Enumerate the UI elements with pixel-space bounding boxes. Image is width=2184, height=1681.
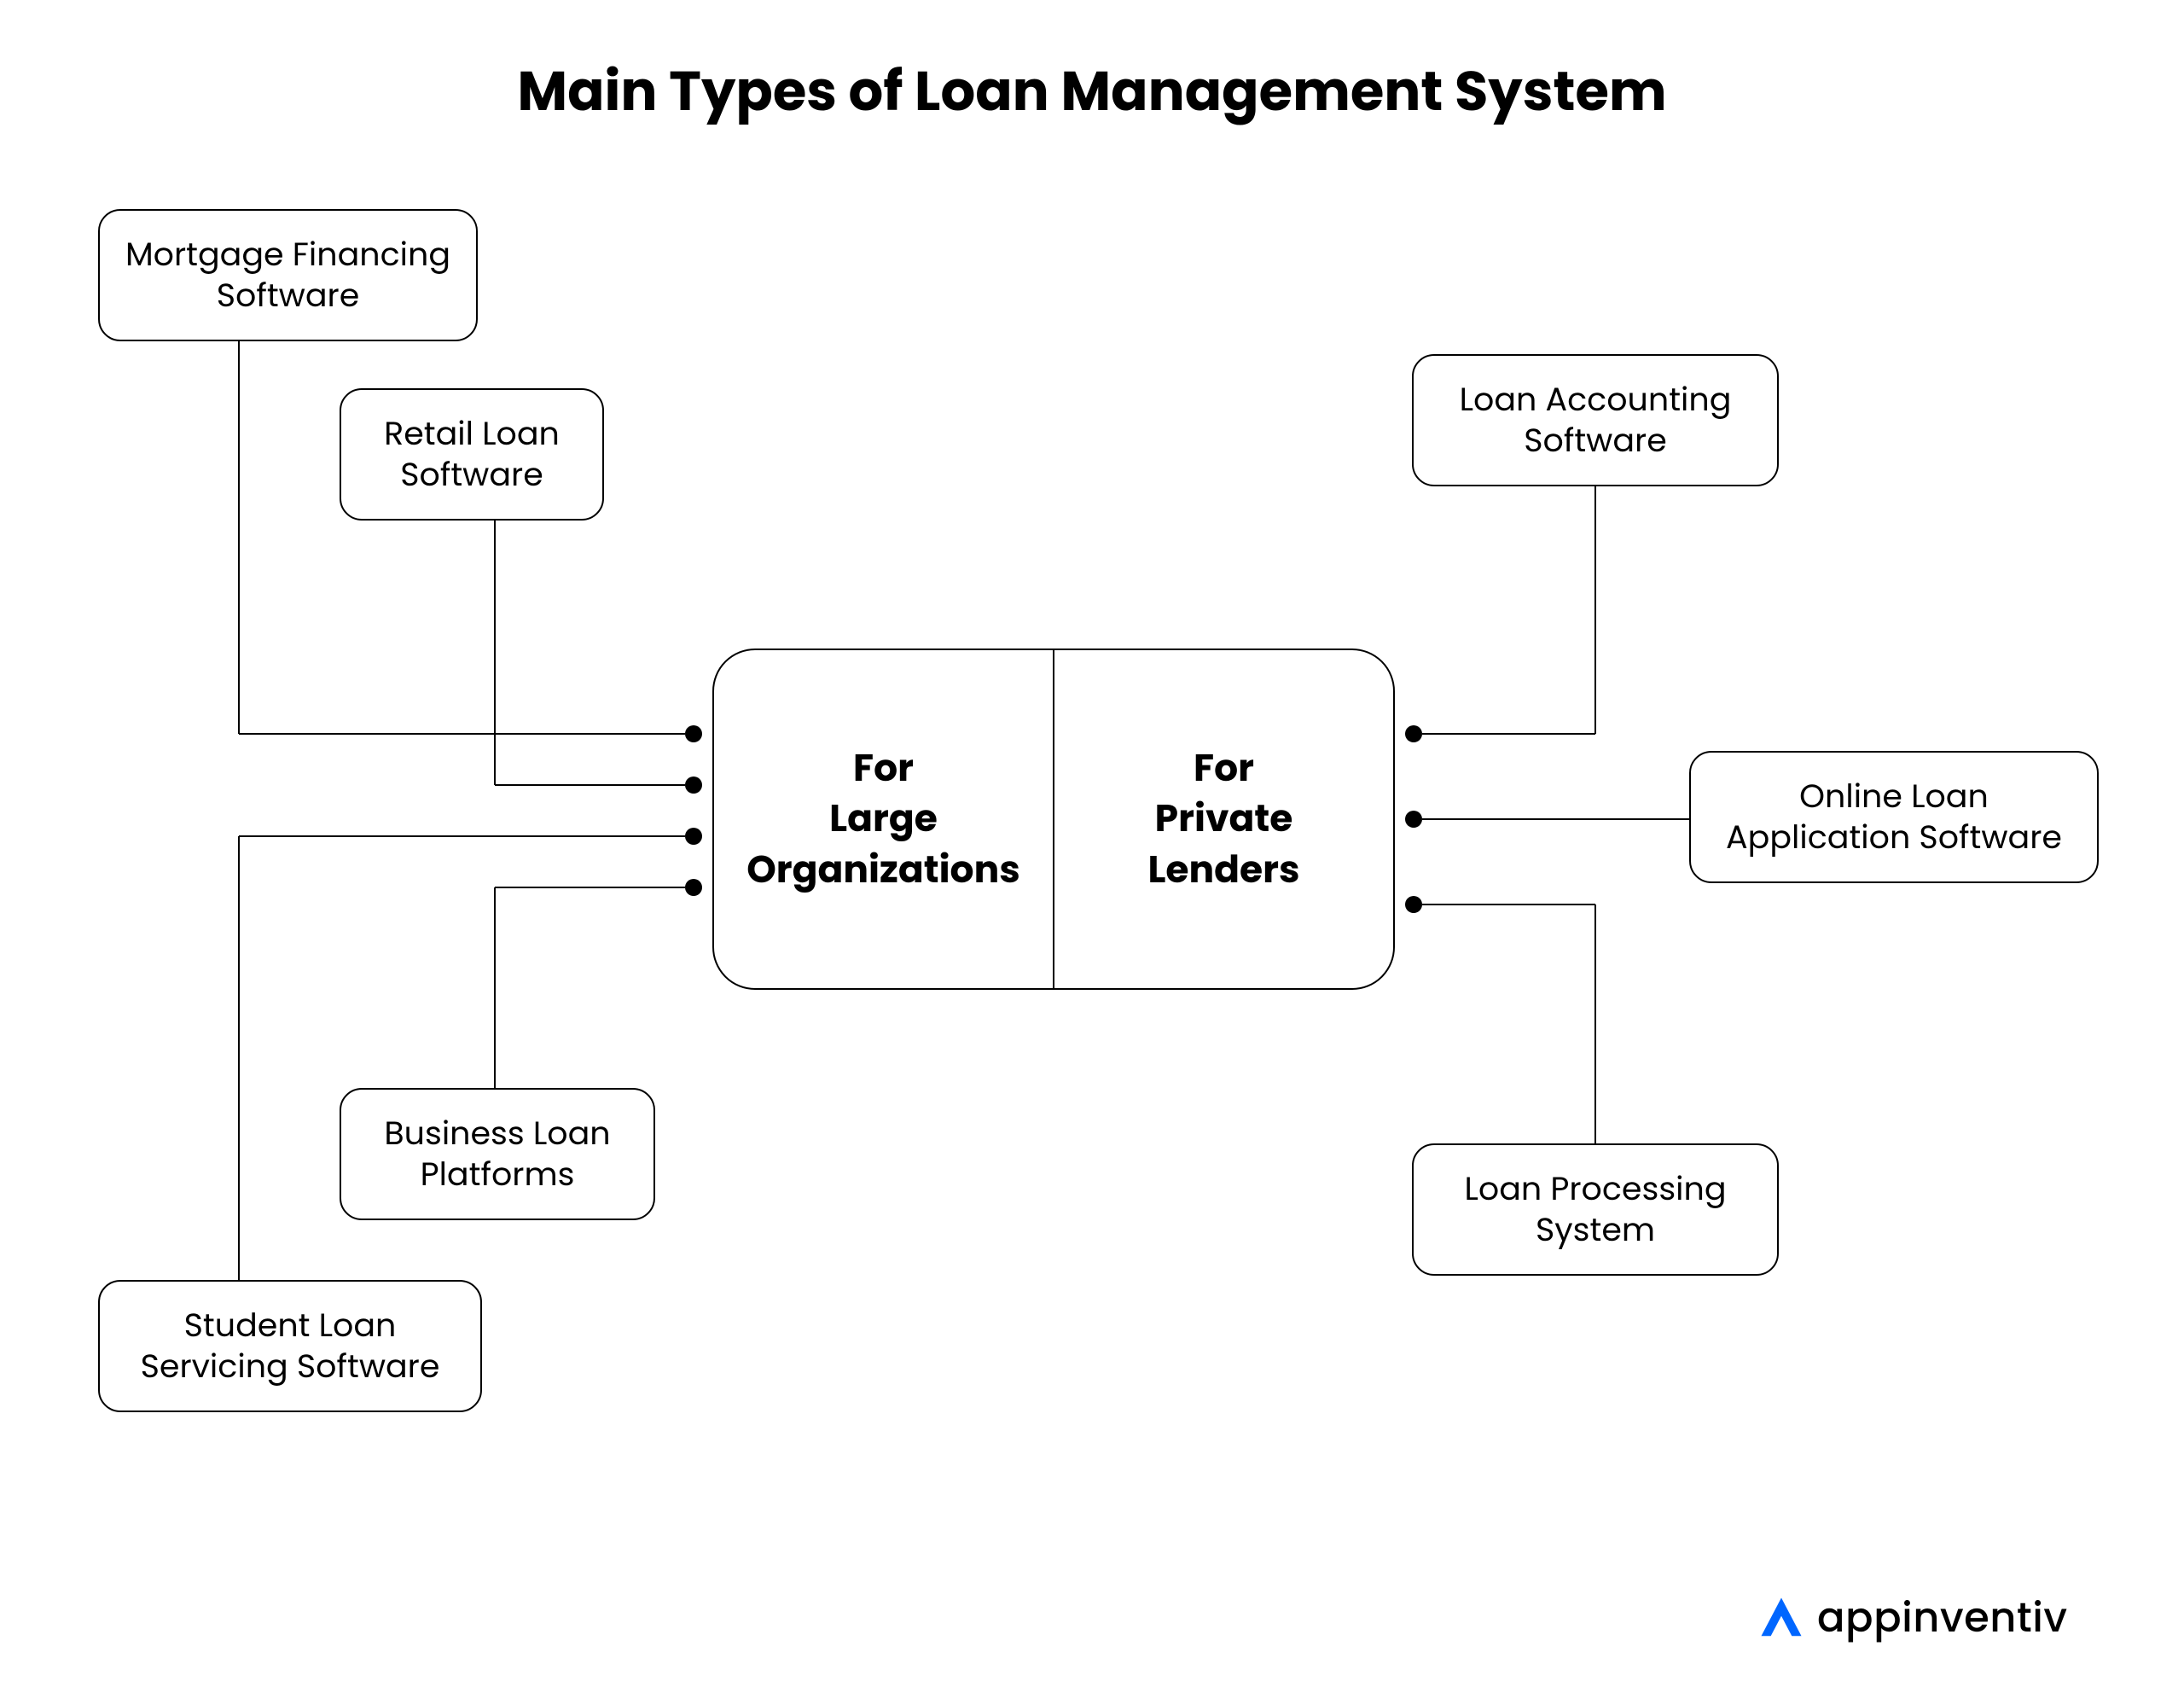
node-mortgage: Mortgage FinancingSoftware bbox=[98, 209, 478, 341]
conn-right-h-0 bbox=[1422, 733, 1595, 735]
conn-right-v-0 bbox=[1594, 486, 1596, 734]
node-processing: Loan ProcessingSystem bbox=[1412, 1143, 1779, 1276]
appinventiv-icon bbox=[1757, 1594, 1805, 1642]
center-left-label: ForLargeOrganizations bbox=[714, 650, 1053, 988]
center-box: ForLargeOrganizations ForPrivateLenders bbox=[712, 649, 1395, 990]
port-left-3 bbox=[685, 879, 702, 896]
conn-left-v-1 bbox=[494, 521, 496, 785]
conn-left-v-0 bbox=[238, 341, 240, 734]
conn-left-v-3 bbox=[494, 887, 496, 1088]
conn-right-v-2 bbox=[1594, 904, 1596, 1143]
brand-text: appinventiv bbox=[1817, 1587, 2068, 1649]
conn-right-h-2 bbox=[1422, 904, 1595, 905]
conn-left-v-2 bbox=[238, 836, 240, 1280]
conn-left-h-3 bbox=[495, 887, 685, 888]
center-right-label: ForPrivateLenders bbox=[1054, 650, 1393, 988]
node-online: Online LoanApplication Software bbox=[1689, 751, 2099, 883]
conn-right-h-1 bbox=[1422, 818, 1689, 820]
node-retail: Retail LoanSoftware bbox=[340, 388, 604, 521]
port-right-0 bbox=[1405, 725, 1422, 742]
port-left-0 bbox=[685, 725, 702, 742]
node-accounting: Loan AccountingSoftware bbox=[1412, 354, 1779, 486]
diagram-title: Main Types of Loan Management System bbox=[0, 51, 2184, 132]
node-business: Business LoanPlatforms bbox=[340, 1088, 655, 1220]
port-right-2 bbox=[1405, 896, 1422, 913]
brand-logo: appinventiv bbox=[1757, 1587, 2068, 1649]
port-right-1 bbox=[1405, 811, 1422, 828]
conn-left-h-1 bbox=[495, 784, 685, 786]
port-left-1 bbox=[685, 777, 702, 794]
port-left-2 bbox=[685, 828, 702, 845]
node-student: Student LoanServicing Software bbox=[98, 1280, 482, 1412]
conn-left-h-2 bbox=[239, 835, 685, 837]
conn-left-h-0 bbox=[239, 733, 685, 735]
